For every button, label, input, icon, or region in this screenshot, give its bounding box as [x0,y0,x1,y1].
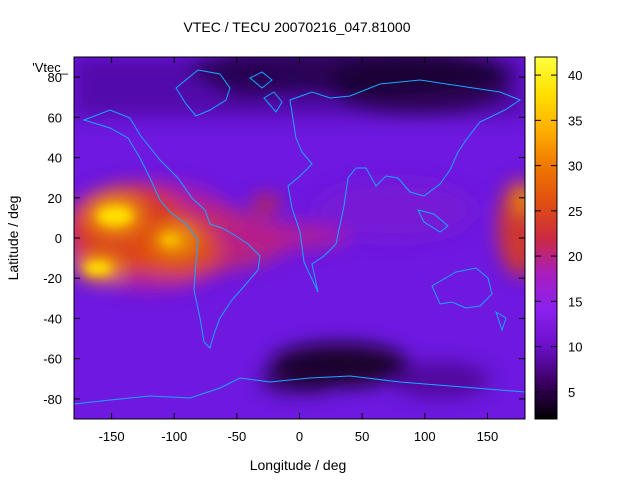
colorbar-ticks: 5 10 15 20 25 30 35 40 [535,68,582,400]
colorbar-tick-label: 35 [568,113,582,128]
coastlines [74,69,525,405]
y-tick-label: 0 [55,231,62,246]
x-tick-label: 100 [414,429,436,444]
x-axis: -150 -100 -50 0 50 100 150 [99,57,499,444]
colorbar-tick-label: 10 [568,340,582,355]
y-tick-label: -20 [43,271,62,286]
colorbar: 5 10 15 20 25 30 35 40 [534,56,582,420]
x-tick-label: 0 [296,429,303,444]
y-axis: -80 -60 -40 -20 0 20 40 60 80 [43,70,525,407]
colorbar-tick-label: 15 [568,294,582,309]
vtec-heatmap [74,57,525,419]
x-tick-label: -150 [99,429,125,444]
chart-title: VTEC / TECU 20070216_047.81000 [183,19,410,35]
y-tick-label: -60 [43,352,62,367]
x-tick-label: 50 [355,429,369,444]
x-axis-label: Longitude / deg [250,457,347,473]
colorbar-tick-label: 25 [568,204,582,219]
y-tick-label: -80 [43,392,62,407]
heatmap-peaks [84,206,180,275]
colorbar-tick-label: 20 [568,249,582,264]
colorbar-tick-label: 40 [568,68,582,83]
colorbar-tick-label: 5 [568,385,575,400]
y-tick-label: 80 [48,70,62,85]
key-label: 'Vtec_ [32,60,68,75]
x-tick-label: -100 [161,429,187,444]
y-tick-label: 60 [48,110,62,125]
y-tick-label: 40 [48,151,62,166]
y-axis-label: Latitude / deg [5,196,21,281]
y-tick-label: -40 [43,311,62,326]
colorbar-gradient [534,56,558,420]
colorbar-tick-label: 30 [568,159,582,174]
x-tick-label: -50 [227,429,246,444]
y-tick-label: 20 [48,191,62,206]
x-tick-label: 150 [477,429,499,444]
